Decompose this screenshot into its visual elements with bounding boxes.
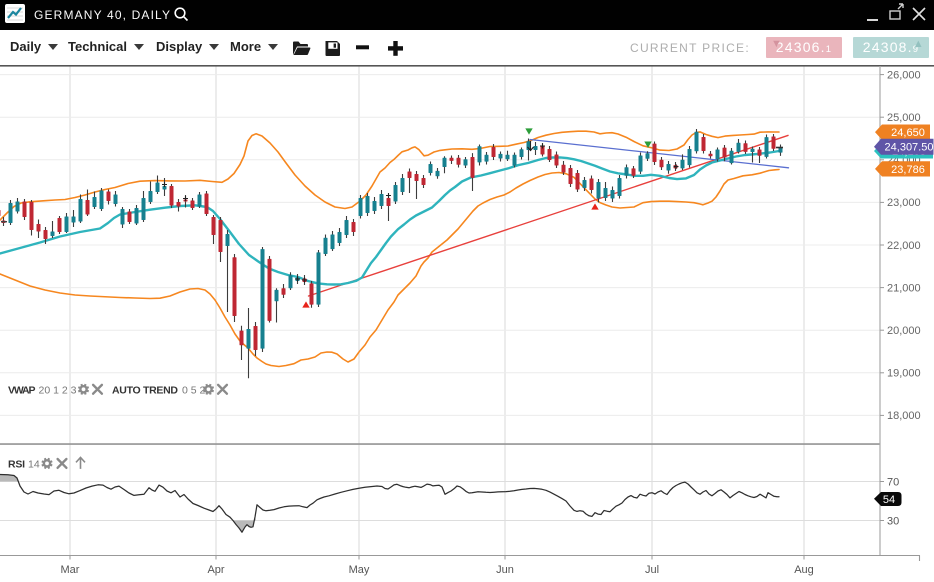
svg-text:Jun: Jun	[496, 564, 514, 576]
svg-text:54: 54	[883, 494, 895, 506]
svg-text:Apr: Apr	[207, 564, 224, 576]
svg-text:24,650: 24,650	[891, 127, 925, 139]
svg-text:Aug: Aug	[794, 564, 814, 576]
svg-text:26,000: 26,000	[887, 69, 921, 81]
svg-text:20,000: 20,000	[887, 325, 921, 337]
svg-text:Mar: Mar	[61, 564, 80, 576]
svg-text:23,000: 23,000	[887, 197, 921, 209]
svg-text:RSI: RSI	[8, 458, 25, 470]
svg-text:24,307.50: 24,307.50	[885, 142, 934, 154]
svg-text:20 1 2 3: 20 1 2 3	[39, 384, 77, 396]
svg-text:30: 30	[887, 515, 899, 527]
svg-text:May: May	[349, 564, 370, 576]
svg-text:VWAP: VWAP	[8, 384, 36, 396]
svg-text:0 5 2: 0 5 2	[182, 384, 206, 396]
svg-text:AUTO TREND: AUTO TREND	[112, 384, 178, 396]
svg-text:18,000: 18,000	[887, 410, 921, 422]
svg-text:25,000: 25,000	[887, 112, 921, 124]
svg-text:Jul: Jul	[645, 564, 659, 576]
svg-text:19,000: 19,000	[887, 368, 921, 380]
svg-text:22,000: 22,000	[887, 240, 921, 252]
svg-text:23,786: 23,786	[891, 164, 925, 176]
svg-text:70: 70	[887, 476, 899, 488]
svg-text:14: 14	[28, 458, 40, 470]
svg-text:21,000: 21,000	[887, 282, 921, 294]
